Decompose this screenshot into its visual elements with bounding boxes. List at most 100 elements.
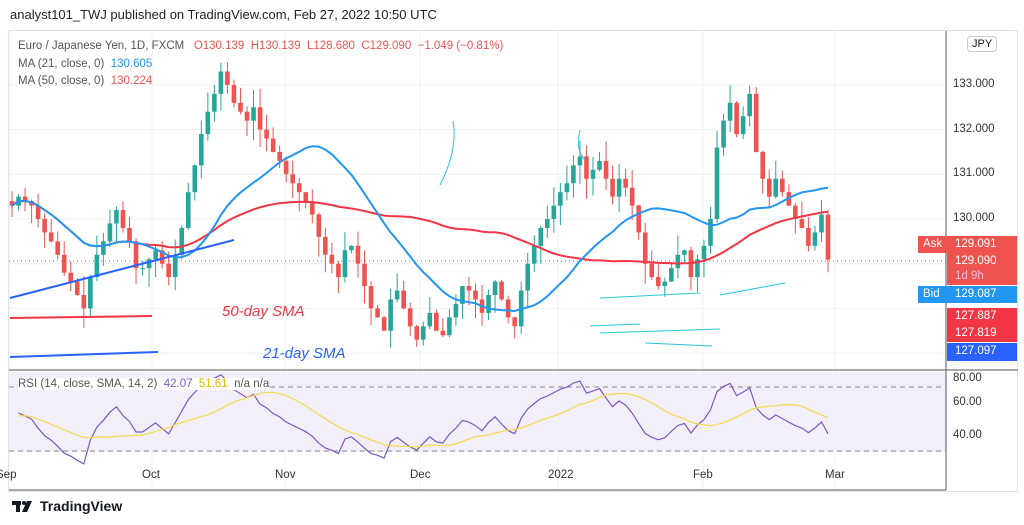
candle [257, 88, 263, 147]
candle [760, 150, 766, 194]
ask-label: Ask [918, 236, 948, 253]
candle [629, 169, 635, 221]
candle [407, 302, 413, 337]
candle [238, 87, 243, 115]
candle [362, 250, 367, 304]
candle [727, 84, 733, 133]
bid-price: 129.087 [947, 286, 1017, 303]
candle [277, 145, 282, 169]
tradingview-logo[interactable]: TradingView [12, 498, 122, 514]
trendline [9, 315, 153, 319]
candle [342, 232, 348, 283]
candle [590, 157, 596, 196]
candle [714, 130, 720, 223]
candle [623, 168, 628, 197]
drawing [599, 328, 721, 334]
candle [368, 281, 374, 326]
rsi-legend[interactable]: RSI (14, close, SMA, 14, 2) 42.07 51.61 … [18, 378, 270, 390]
candle [55, 231, 60, 260]
candle [669, 261, 674, 283]
candle [381, 315, 387, 332]
candle [558, 182, 563, 226]
candle [283, 156, 289, 183]
currency-button[interactable]: JPY [967, 36, 998, 52]
time-tick: Mar [825, 469, 845, 481]
candle [388, 288, 393, 348]
chart-frame[interactable] [8, 30, 1018, 492]
rsi-ma-line [18, 391, 829, 448]
candle [329, 242, 335, 274]
time-tick: Oct [142, 469, 160, 481]
candle [460, 285, 465, 320]
symbol-legend[interactable]: Euro / Japanese Yen, 1D, FXCM O130.139 H… [18, 40, 503, 52]
candle [323, 227, 328, 273]
candle [799, 201, 805, 229]
ma21-legend[interactable]: MA (21, close, 0) 130.605 [18, 58, 152, 70]
candle [355, 231, 361, 278]
candle [610, 165, 615, 205]
candle [199, 120, 204, 179]
price-tick: 133.000 [953, 77, 995, 90]
candle [655, 263, 661, 290]
sma21-annotation: 21-day SMA [263, 345, 346, 362]
candle [349, 245, 354, 254]
bar-countdown: 1d 9h [947, 268, 1017, 285]
ma21-label: MA (21, close, 0) [18, 58, 105, 70]
candle [466, 276, 472, 306]
drawing [589, 323, 641, 327]
candle [251, 89, 256, 141]
candle [22, 187, 28, 212]
ask-price: 129.091 [947, 236, 1017, 253]
time-tick: 2022 [548, 469, 574, 481]
candle [819, 199, 824, 243]
time-tick: Dec [410, 469, 431, 481]
candle [564, 165, 570, 201]
candle [812, 225, 818, 251]
candle [662, 277, 668, 297]
price-tick: 130.000 [953, 212, 995, 224]
rsi-line [18, 373, 829, 465]
rsi-tick: 60.00 [953, 396, 982, 409]
candle [9, 191, 15, 217]
candle [68, 261, 74, 292]
candle [721, 113, 726, 156]
candle [492, 280, 498, 313]
time-tick: Feb [693, 469, 713, 481]
price-tag: 127.819 [947, 325, 1017, 342]
candle [584, 145, 589, 199]
candle [577, 140, 583, 184]
ma21-value: 130.605 [110, 58, 153, 70]
ma50-legend[interactable]: MA (50, close, 0) 130.224 [18, 75, 152, 87]
change-value: −1.049 (−0.81%) [417, 40, 504, 52]
high-value: H130.139 [250, 40, 301, 52]
candle [571, 155, 576, 198]
candle [107, 209, 113, 247]
candle [734, 101, 739, 138]
candle [303, 192, 309, 209]
ma50-line [11, 200, 829, 265]
candle [499, 279, 504, 301]
drawings[interactable] [9, 120, 786, 358]
candle [336, 261, 341, 294]
candle [316, 212, 322, 257]
trendline [9, 239, 235, 299]
candle [740, 106, 746, 140]
candle [114, 206, 119, 244]
candle [375, 305, 380, 319]
candle [708, 206, 713, 254]
candle [525, 252, 531, 309]
drawing [644, 342, 713, 347]
drawing [599, 292, 701, 299]
candle [649, 250, 655, 281]
candle [264, 114, 269, 152]
candle [486, 289, 491, 321]
candle [780, 170, 785, 197]
candle [786, 184, 792, 207]
candle [231, 79, 237, 108]
candle [420, 321, 426, 346]
candle [642, 223, 648, 284]
candle [701, 239, 707, 278]
candle [682, 249, 687, 263]
ma50-label: MA (50, close, 0) [18, 75, 105, 87]
